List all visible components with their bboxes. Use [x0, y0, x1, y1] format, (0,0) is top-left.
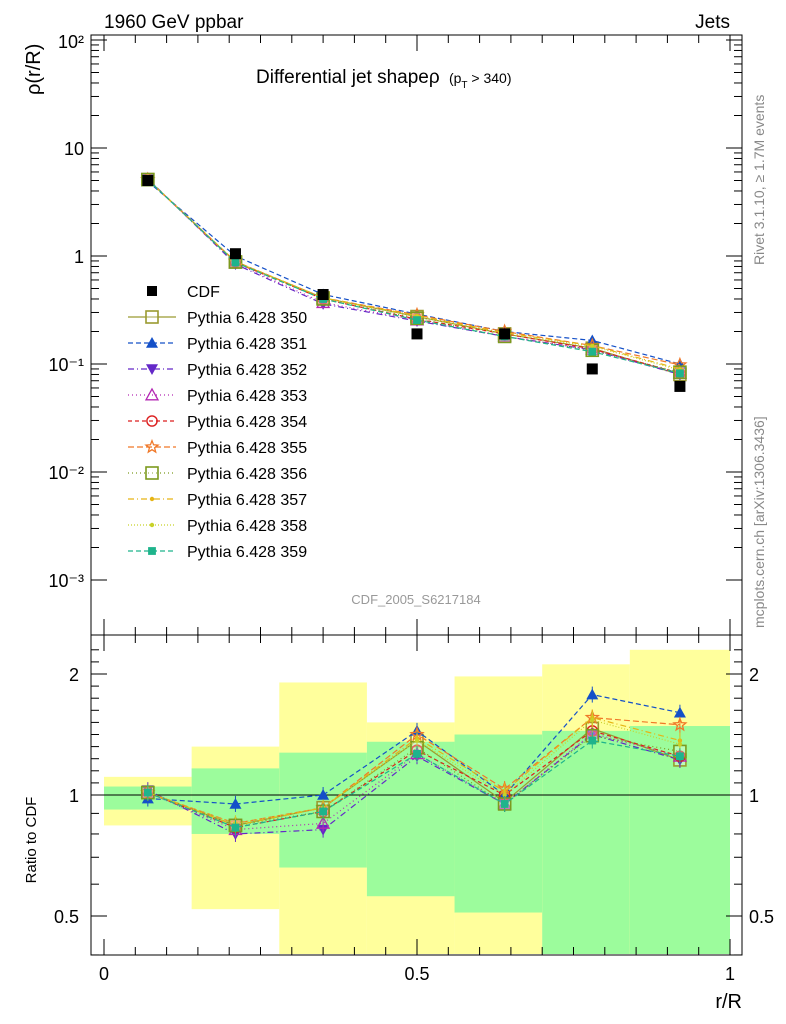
- legend-label-8: Pythia 6.428 358: [187, 518, 307, 535]
- ratio-ytick-label-2: 2: [69, 665, 79, 685]
- ratio-series-3-point-2: [315, 816, 331, 829]
- chart-title-main: Differential jet shapeρ: [256, 67, 440, 88]
- chart-title: Differential jet shapeρ (pT > 340): [256, 67, 512, 91]
- ratio-series-1-point-1: [229, 797, 242, 809]
- main-panel: ρ(r/R) Differential jet shapeρ (pT > 340…: [23, 32, 743, 636]
- legend-label-7: Pythia 6.428 357: [187, 492, 307, 509]
- legend-marker-0: [145, 310, 159, 324]
- cdf-data-point-2: [317, 289, 329, 301]
- ytick-label-1e-3: 10⁻³: [48, 571, 84, 591]
- ratio-uncertainty-bands: [104, 649, 730, 954]
- energy-label: 1960 GeV ppbar: [104, 12, 244, 33]
- series-9-point-5: [588, 347, 597, 356]
- ratio-ytick-label-right-2: 2: [749, 665, 759, 685]
- x-axis-label: r/R: [715, 991, 742, 1013]
- ratio-ticks: [91, 635, 742, 956]
- ratio-series-1-point-6: [673, 706, 686, 718]
- legend-marker-1: [146, 337, 158, 348]
- cdf-data-point-6: [674, 380, 686, 392]
- series-9-point-6: [676, 369, 684, 378]
- cdf-data-point-3: [411, 328, 423, 340]
- mcplots-reference-label: mcplots.cern.ch [arXiv:1306.3436]: [751, 416, 767, 628]
- legend-cdf-marker: [147, 286, 157, 296]
- ytick-label-1: 1: [74, 247, 84, 267]
- ratio-ytick-label-0.5: 0.5: [54, 907, 79, 927]
- cdf-data-group: [142, 175, 686, 392]
- ytick-label-1e-1: 10⁻¹: [48, 355, 84, 375]
- legend-marker-6: [145, 466, 159, 480]
- ratio-series-8-point-6: [677, 741, 683, 747]
- ratio-y-axis-label: Ratio to CDF: [23, 797, 40, 884]
- ratio-series-9-point-3: [413, 749, 421, 758]
- ratio-series-8-point-4: [502, 792, 507, 798]
- xtick-label-0: 0: [99, 964, 109, 984]
- main-y-ticks: [91, 35, 742, 635]
- y-axis-label: ρ(r/R): [23, 44, 45, 95]
- ratio-ytick-label-right-0.5: 0.5: [749, 907, 774, 927]
- ratio-ytick-label-right-1: 1: [749, 786, 759, 806]
- cdf-data-point-5: [586, 363, 598, 375]
- cdf-data-point-1: [229, 248, 241, 260]
- legend-label-0: Pythia 6.428 350: [187, 310, 307, 327]
- legend-marker-3: [144, 387, 160, 401]
- legend-marker-8: [149, 522, 155, 528]
- legend-label-5: Pythia 6.428 355: [187, 440, 307, 457]
- ratio-series-5-point-6: [672, 716, 688, 732]
- legend-cdf-label: CDF: [187, 284, 220, 301]
- chart-title-sub: (p: [449, 70, 462, 86]
- rivet-version-label: Rivet 3.1.10, ≥ 1.7M events: [751, 95, 767, 265]
- ratio-series-9-point-0: [143, 788, 152, 797]
- xtick-label-0.5: 0.5: [404, 964, 429, 984]
- ytick-label-100: 10²: [58, 32, 84, 52]
- green-band-5: [542, 730, 630, 954]
- series-8-point-5: [590, 344, 595, 349]
- legend-label-6: Pythia 6.428 356: [187, 466, 307, 483]
- ytick-label-10: 10: [64, 139, 84, 159]
- main-y-tick-labels: 10⁻³ 10⁻² 10⁻¹ 1 10 10²: [48, 32, 84, 591]
- ratio-ytick-label-1: 1: [69, 786, 79, 806]
- chart-title-sub-T: T: [461, 80, 467, 91]
- process-label: Jets: [695, 12, 730, 33]
- legend-marker-4: [146, 415, 158, 427]
- ratio-series-9-point-6: [676, 752, 684, 761]
- legend-marker-2: [146, 364, 158, 375]
- legend-label-4: Pythia 6.428 354: [187, 414, 307, 431]
- cdf-data-point-0: [142, 175, 154, 187]
- cdf-data-point-4: [499, 328, 511, 340]
- ratio-series-1-point-2: [317, 789, 330, 800]
- ratio-series-8-point-5: [590, 717, 595, 723]
- legend-marker-5: [144, 438, 160, 454]
- ratio-series-8-point-3: [414, 738, 420, 743]
- series-9-point-1: [231, 258, 240, 267]
- green-band-3: [366, 741, 455, 897]
- ratio-series-9-point-1: [231, 823, 240, 832]
- green-band-4: [454, 734, 543, 913]
- ratio-series-group: [140, 686, 688, 842]
- legend-label-9: Pythia 6.428 359: [187, 544, 307, 561]
- ratio-series-9-point-5: [588, 736, 597, 745]
- analysis-watermark: CDF_2005_S6217184: [351, 592, 480, 607]
- ratio-panel: Ratio to CDF 0.5 1 2 0.5 1 2 0 0.5 1 r/R: [23, 634, 774, 1013]
- legend-marker-9: [148, 547, 156, 555]
- legend-label-2: Pythia 6.428 352: [187, 362, 307, 379]
- ytick-label-1e-2: 10⁻²: [48, 463, 84, 483]
- legend-label-3: Pythia 6.428 353: [187, 388, 307, 405]
- legend: CDF Pythia 6.428 350 Pythia 6.428 351 Pyth…: [128, 284, 307, 561]
- series-9-point-3: [413, 316, 421, 324]
- ratio-series-9-point-4: [500, 800, 509, 808]
- ratio-series-9-point-2: [319, 807, 327, 816]
- legend-label-1: Pythia 6.428 351: [187, 336, 307, 353]
- ratio-series-1-point-5: [586, 688, 599, 700]
- chart-title-sub-rest: > 340): [468, 70, 512, 86]
- xtick-label-1: 1: [725, 964, 735, 984]
- legend-marker-7: [149, 496, 155, 502]
